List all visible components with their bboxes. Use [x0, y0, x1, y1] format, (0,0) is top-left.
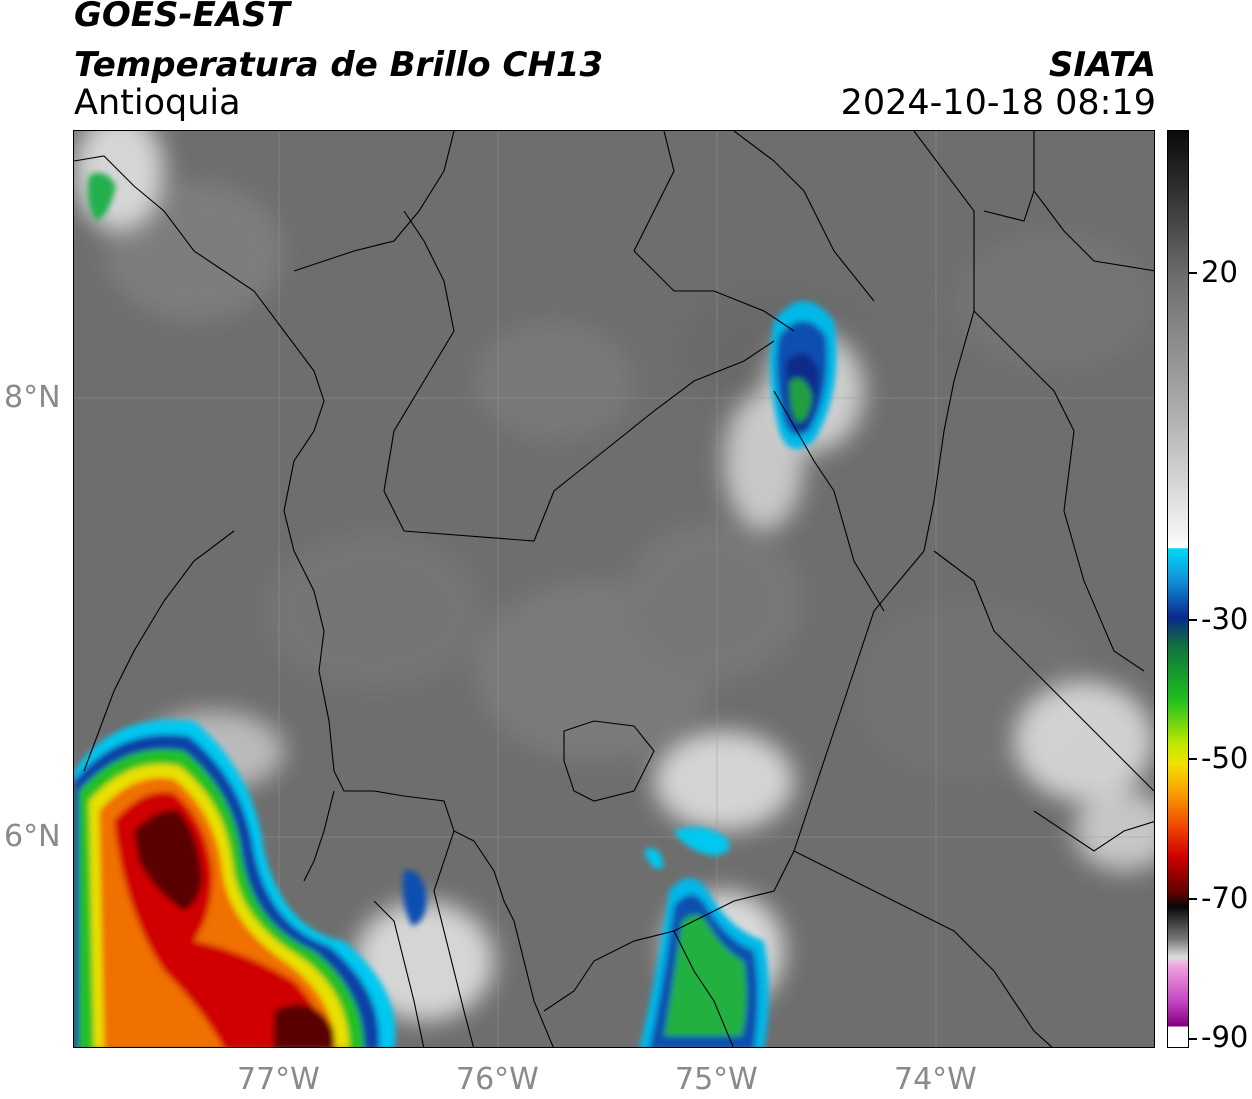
brightness-temperature-image [74, 131, 1154, 1047]
title-satellite: GOES-EAST [74, 0, 290, 35]
datetime-label: 2024-10-18 08:19 [840, 83, 1156, 123]
colorbar-tick-m30 [1189, 619, 1197, 621]
temperature-colorbar [1167, 130, 1189, 1048]
colorbar-label-m70: -70 [1201, 881, 1249, 915]
title-product: Temperatura de Brillo CH13 [74, 45, 604, 85]
lon-label-74w: 74°W [894, 1062, 977, 1097]
colorbar-label-20: 20 [1201, 255, 1238, 289]
colorbar-label-m90: -90 [1201, 1020, 1249, 1054]
political-borders [74, 131, 1154, 1047]
colorbar-tick-m70 [1189, 898, 1197, 900]
colorbar-tick-m50 [1189, 758, 1197, 760]
lat-label-6n: 6°N [4, 819, 61, 854]
organization-label: SIATA [1048, 45, 1156, 85]
colorbar-tick-m90 [1189, 1038, 1197, 1040]
colorbar-label-m50: -50 [1201, 741, 1249, 775]
lon-label-77w: 77°W [237, 1062, 320, 1097]
satellite-map [73, 130, 1155, 1048]
lon-label-75w: 75°W [675, 1062, 758, 1097]
colorbar-tick-20 [1189, 272, 1197, 274]
colorbar-label-m30: -30 [1201, 602, 1249, 636]
region-label: Antioquia [74, 83, 241, 123]
convective-cell-southwest [74, 719, 396, 1047]
lon-label-76w: 76°W [456, 1062, 539, 1097]
lat-label-8n: 8°N [4, 380, 61, 415]
convective-cell-southeast [87, 172, 769, 1047]
